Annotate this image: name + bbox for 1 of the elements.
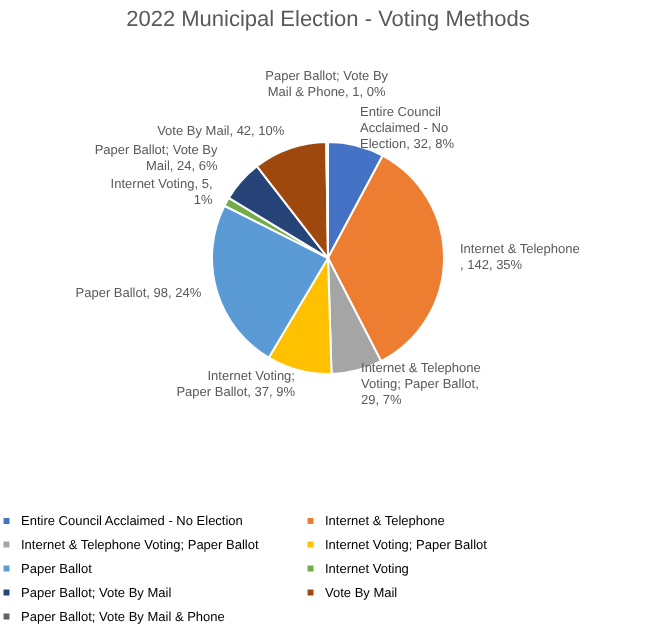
chart-title: 2022 Municipal Election - Voting Methods: [126, 8, 531, 32]
